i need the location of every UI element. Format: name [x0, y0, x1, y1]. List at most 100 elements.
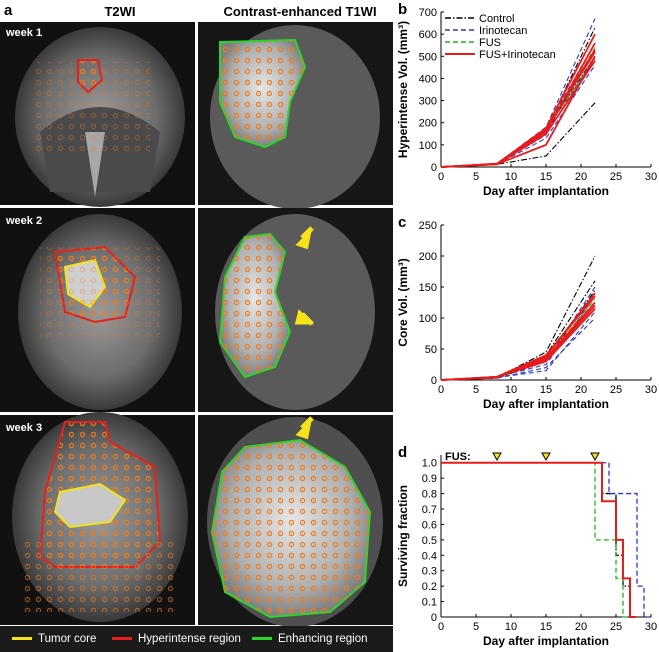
- x-tick-label: 20: [575, 384, 587, 396]
- series-line-control: [440, 289, 596, 381]
- x-tick-label: 15: [540, 621, 552, 633]
- fus-marker-icon: [541, 452, 551, 462]
- x-tick-label: 10: [505, 171, 517, 183]
- x-tick-label: 25: [610, 621, 622, 633]
- legend-label: FUS: [479, 37, 501, 49]
- x-tick-label: 25: [610, 171, 622, 183]
- survival-curve-fus-irinotecan: [441, 461, 636, 618]
- legend-swatch-tumor-core: [12, 637, 32, 641]
- y-tick-label: 300: [419, 96, 437, 108]
- x-tick-label: 0: [438, 171, 444, 183]
- row-label-week3: week 3: [5, 422, 42, 434]
- arrow-icon: [294, 309, 315, 326]
- y-tick-label: 100: [419, 140, 437, 152]
- y-tick-label: 600: [419, 29, 437, 41]
- x-tick-label: 30: [645, 621, 657, 633]
- row-week2: week 2: [0, 208, 393, 412]
- legend-label: Enhancing region: [278, 633, 368, 645]
- series-line-fus-irinotecan: [440, 295, 596, 381]
- series-line-fus-irinotecan: [440, 55, 596, 168]
- y-tick-label: 0.2: [422, 581, 437, 593]
- x-axis-label: Day after implantation: [483, 634, 609, 648]
- legend-item-hyperintense: Hyperintense region: [112, 626, 241, 652]
- legend-label: FUS+Irinotecan: [479, 49, 556, 61]
- x-tick-label: 5: [473, 621, 479, 633]
- y-tick-label: 50: [425, 344, 437, 356]
- panel-a-legend: Tumor core Hyperintense region Enhancing…: [0, 626, 393, 652]
- y-tick-label: 500: [419, 51, 437, 63]
- legend-label: Tumor core: [38, 633, 97, 645]
- legend-swatch-hyperintense: [112, 637, 132, 641]
- fus-marker-icon: [492, 452, 502, 462]
- legend-label: Control: [479, 13, 514, 25]
- tumor-core-outline: [53, 482, 127, 529]
- y-tick-label: 0: [431, 375, 437, 387]
- x-tick-label: 15: [540, 171, 552, 183]
- legend-swatch-enhancing: [252, 637, 272, 641]
- x-tick-label: 25: [610, 384, 622, 396]
- row-week1: week 1: [0, 22, 393, 209]
- fus-label: FUS:: [445, 451, 471, 463]
- legend-label: Irinotecan: [479, 25, 527, 37]
- mri-image-grid: week 1 week 2 week 3: [0, 22, 393, 627]
- x-tick-label: 30: [645, 171, 657, 183]
- panel-letter: c: [398, 214, 406, 231]
- arrow-icon: [295, 416, 314, 440]
- y-tick-label: 100: [419, 313, 437, 325]
- y-tick-label: 0.6: [422, 519, 437, 531]
- chart-survival: d0 5 10 15 20 25 3000.10.20.30.40.50.60.70.80.…: [396, 444, 657, 648]
- legend-item-tumor-core: Tumor core: [12, 626, 96, 652]
- y-axis-label: Hyperintense Vol. (mm³): [396, 21, 410, 158]
- x-axis-label: Day after implantation: [483, 397, 609, 411]
- row-label-week2: week 2: [5, 215, 42, 227]
- x-tick-label: 0: [438, 621, 444, 633]
- series-line-fus-irinotecan: [440, 49, 596, 168]
- legend-label: Hyperintense region: [138, 633, 241, 645]
- x-tick-label: 5: [473, 384, 479, 396]
- x-tick-label: 10: [505, 384, 517, 396]
- y-tick-label: 0.9: [422, 473, 437, 485]
- y-tick-label: 250: [419, 220, 437, 232]
- y-tick-label: 0.4: [422, 550, 437, 562]
- y-tick-label: 0.1: [422, 597, 437, 609]
- x-tick-label: 20: [575, 171, 587, 183]
- row-week3: week 3: [0, 412, 393, 627]
- y-axis-label: Core Vol. (mm³): [396, 258, 410, 346]
- x-tick-label: 5: [473, 171, 479, 183]
- y-tick-label: 0.3: [422, 566, 437, 578]
- panel-letter: d: [398, 444, 407, 461]
- x-tick-label: 0: [438, 384, 444, 396]
- y-tick-label: 700: [419, 7, 437, 19]
- column-title-t2wi: T2WI: [104, 4, 136, 19]
- y-tick-label: 0: [431, 162, 437, 174]
- survival-curve-irinotecan: [441, 462, 650, 618]
- y-tick-label: 0.7: [422, 504, 437, 516]
- column-title-t1wi: Contrast-enhanced T1WI: [223, 4, 377, 19]
- row-label-week1: week 1: [5, 27, 42, 39]
- panel-a-letter: a: [4, 2, 13, 19]
- x-tick-label: 20: [575, 621, 587, 633]
- series-line-fus-irinotecan: [440, 304, 596, 381]
- x-axis-label: Day after implantation: [483, 184, 609, 198]
- x-tick-label: 10: [505, 621, 517, 633]
- fus-marker-icon: [590, 452, 600, 462]
- y-tick-label: 200: [419, 251, 437, 263]
- y-tick-label: 0.8: [422, 489, 437, 501]
- y-tick-label: 200: [419, 118, 437, 130]
- panel-letter: b: [398, 1, 407, 18]
- y-tick-label: 1.0: [422, 458, 437, 470]
- series-line-control: [440, 255, 596, 381]
- chart-core-volume: c 0 5 10 15 20 25 30 0 50 100 150 200 250 Day after im…: [396, 214, 657, 411]
- y-tick-label: 150: [419, 282, 437, 294]
- x-tick-label: 15: [540, 384, 552, 396]
- legend-item-enhancing: Enhancing region: [252, 626, 368, 652]
- arrow-icon: [295, 226, 314, 250]
- y-tick-label: 400: [419, 73, 437, 85]
- survival-curve-fus: [441, 462, 629, 618]
- y-tick-label: 0: [431, 612, 437, 624]
- x-tick-label: 30: [645, 384, 657, 396]
- y-axis-label: Surviving fraction: [396, 485, 410, 587]
- series-line-control: [440, 102, 596, 168]
